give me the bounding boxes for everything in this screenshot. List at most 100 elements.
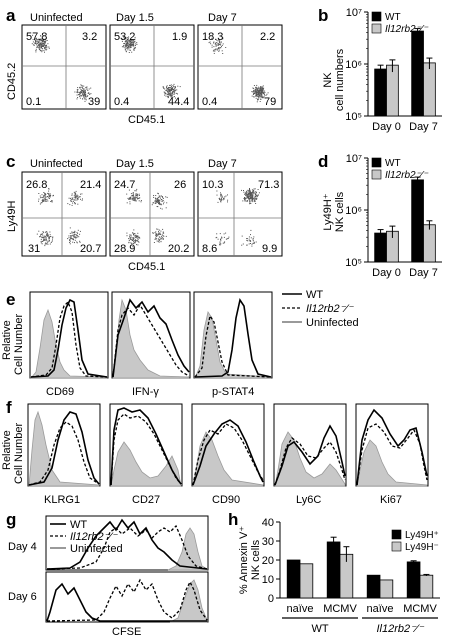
quadrant-ll: 0.4 [202, 96, 217, 108]
panel-e: Relative Cell Number CD69 IFN-γ p-STAT4 … [1, 289, 359, 398]
dotplot-c2: 24.7 26 28.9 20.2 [109, 171, 195, 257]
d-ylabel-1: Ly49H⁺ [322, 193, 334, 230]
e-ylabel-2: Cell Number [13, 314, 25, 375]
b-ylabel: NK [322, 72, 334, 88]
h-ylabel-2: NK cells [250, 539, 262, 580]
plot-c3-title: Day 7 [208, 158, 237, 170]
axis-label-ly49h: Ly49H [6, 201, 18, 232]
y-tick-label: 10 [262, 574, 274, 586]
bar-chart-d-0-0 [374, 232, 387, 263]
bar-chart-b-1-0 [411, 30, 424, 117]
panel-letter-b: b [318, 6, 328, 25]
e-xlabel-ifng: IFN-γ [132, 386, 159, 398]
panel-letter-c: c [6, 152, 15, 171]
plot-c1-title: Uninfected [30, 158, 83, 170]
panel-letter-h: h [228, 510, 238, 529]
e-xlabel-cd69: CD69 [46, 386, 74, 398]
bar-chart-b-0-0 [374, 68, 387, 117]
quadrant-ll: 0.1 [26, 96, 41, 108]
h-ylabel-1: % Annexin V⁺ [238, 526, 250, 594]
dotplot-c3: 10.3 71.3 8.6 9.9 [197, 171, 283, 257]
legend-swatch [371, 169, 382, 180]
quadrant-lr: 20.7 [80, 243, 101, 255]
f-ylabel-2: Cell Number [13, 423, 25, 484]
f-ylabel-1: Relative [1, 430, 13, 470]
quadrant-ll: 8.6 [202, 243, 217, 255]
y-tick-label: 10⁵ [345, 111, 362, 123]
histogram-cfse-day6 [45, 571, 209, 623]
bar-chart-b-0-1 [386, 64, 399, 117]
f-xlabel-klrg1: KLRG1 [44, 494, 80, 506]
axis-label-cd45-2: CD45.2 [6, 63, 18, 100]
quadrant-lr: 20.2 [168, 243, 189, 255]
g-row-day6: Day 6 [8, 591, 37, 603]
group-label-wt: WT [311, 623, 328, 635]
y-tick-label: 10⁷ [346, 153, 362, 165]
g-row-day4: Day 4 [8, 541, 37, 553]
f-xlabel-cd90: CD90 [212, 494, 240, 506]
quadrant-ur: 71.3 [258, 179, 279, 191]
plot-a2-title: Day 1.5 [116, 12, 154, 24]
legend-label: Ly49H⁻ [405, 542, 439, 553]
quadrant-ll: 28.9 [114, 243, 135, 255]
histogram-cfse-day4 [45, 515, 209, 571]
y-tick-label: 0 [268, 593, 274, 605]
quadrant-ll: 31 [28, 243, 40, 255]
legend-label: Il12rb2⁻⁄⁻ [385, 24, 429, 35]
y-tick-label: 30 [262, 536, 274, 548]
quadrant-ul: 24.7 [114, 179, 135, 191]
dotplot-a3: 18.3 2.2 0.4 79 [197, 24, 283, 110]
bar-chart-h-1-0 [326, 541, 341, 599]
b-ylabel-2: cell numbers [334, 48, 346, 111]
y-tick-label: 20 [262, 555, 274, 567]
plot-a1-title: Uninfected [30, 12, 83, 24]
dotplot-c1: 26.8 21.4 31 20.7 [21, 171, 107, 257]
panel-letter-e: e [6, 290, 15, 309]
histogram-ki67: Ki67 [355, 403, 429, 506]
bar-chart-h-2-0 [366, 574, 381, 599]
axis-label-cd45-1-c: CD45.1 [128, 261, 165, 273]
e-xlabel-pstat4: p-STAT4 [212, 386, 254, 398]
quadrant-lr: 79 [264, 96, 276, 108]
dotplot-a1: 57.8 3.2 0.1 39 [21, 24, 107, 110]
quadrant-ul: 10.3 [202, 179, 223, 191]
panel-g: Day 4 Day 6 CFSE WT Il12rb2⁻⁄⁻ Uninfecte… [8, 515, 209, 636]
group-label-ko: Il12rb2⁻⁄⁻ [376, 623, 424, 635]
f-xlabel-ly6c: Ly6C [296, 494, 321, 506]
e-ylabel-1: Relative [1, 320, 13, 360]
legend-e-uninfected: Uninfected [306, 317, 359, 329]
f-xlabel-ki67: Ki67 [380, 494, 402, 506]
bar-chart-d-1-0 [411, 179, 424, 263]
panel-letter-g: g [6, 510, 16, 529]
plot-c2-title: Day 1.5 [116, 158, 154, 170]
legend-swatch [391, 529, 402, 540]
legend-label: Il12rb2⁻⁄⁻ [385, 170, 429, 181]
legend-swatch [371, 11, 382, 22]
histogram-cd90: CD90 [191, 403, 265, 506]
y-tick-label: 10⁶ [345, 205, 362, 217]
bar-chart-h-0-1 [299, 563, 314, 599]
legend-g-ko: Il12rb2⁻⁄⁻ [70, 531, 118, 543]
quadrant-ur: 21.4 [80, 179, 101, 191]
bar-chart-h-2-1 [379, 579, 394, 599]
quadrant-ul: 26.8 [26, 179, 47, 191]
legend-g-uninfected: Uninfected [70, 543, 123, 555]
quadrant-lr: 9.9 [262, 243, 277, 255]
legend-label: Ly49H⁺ [405, 530, 439, 541]
panel-letter-a: a [6, 6, 16, 25]
quadrant-ur: 1.9 [172, 31, 187, 43]
histogram-cd27: CD27 [109, 403, 183, 506]
panel-f: Relative Cell Number KLRG1 CD27 CD90 [1, 403, 429, 506]
dot-cloud [31, 34, 92, 102]
dot-cloud [126, 188, 168, 248]
dot-cloud [208, 37, 269, 103]
x-tick-label: Day 7 [409, 121, 438, 133]
legend-e: WT Il12rb2⁻⁄⁻ Uninfected [282, 289, 359, 329]
histogram-cd69: CD69 [29, 291, 109, 398]
legend-e-wt: WT [306, 289, 323, 301]
panel-c: Uninfected Day 1.5 Day 7 26.8 21.4 31 20… [6, 158, 283, 273]
legend-swatch [371, 23, 382, 34]
bar-chart-h-3-0 [406, 561, 421, 599]
x-tick-label: Day 7 [409, 267, 438, 279]
